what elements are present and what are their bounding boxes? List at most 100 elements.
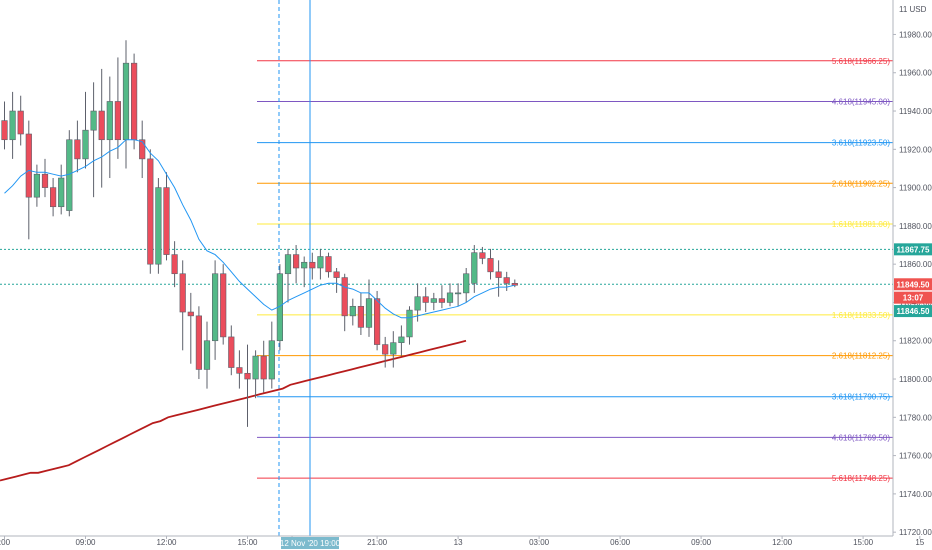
- time-tick-label: 13: [454, 538, 463, 547]
- candle[interactable]: [406, 306, 413, 345]
- fib-label: 2.618(11812.25): [832, 352, 890, 361]
- candle[interactable]: [9, 91, 16, 159]
- fibonacci-levels: 5.618(11966.25) 4.618(11945.00) 3.618(1192…: [257, 57, 893, 483]
- candle[interactable]: [349, 298, 356, 326]
- horizontal-price-lines: [0, 248, 893, 285]
- candle-body: [349, 305, 356, 317]
- candle[interactable]: [292, 245, 300, 284]
- candle[interactable]: [179, 260, 186, 351]
- candle[interactable]: [382, 336, 389, 368]
- candle-body: [398, 336, 405, 343]
- price-tick-label: 11860.00: [899, 260, 932, 269]
- candle[interactable]: [98, 68, 105, 188]
- candle-body: [1, 120, 8, 141]
- candle-body: [284, 254, 292, 275]
- candle[interactable]: [430, 292, 437, 311]
- candle[interactable]: [479, 246, 486, 265]
- candle-body: [422, 296, 429, 303]
- candle[interactable]: [244, 344, 251, 427]
- candle[interactable]: [220, 264, 227, 345]
- candle[interactable]: [414, 283, 421, 322]
- candle[interactable]: [139, 120, 146, 179]
- candle[interactable]: [260, 340, 267, 393]
- candle[interactable]: [147, 149, 154, 274]
- price-tick-label: 11780.00: [899, 413, 932, 422]
- candle-body: [106, 101, 113, 141]
- candle-body: [139, 139, 146, 160]
- price-tag-background: [894, 278, 932, 291]
- candle[interactable]: [317, 248, 324, 280]
- time-axis[interactable]: :0009:0012:0015:001821:001303:0006:0009:…: [0, 535, 925, 549]
- candle[interactable]: [341, 273, 348, 332]
- candle[interactable]: [390, 331, 397, 368]
- candle-body: [74, 139, 81, 160]
- candle-body: [147, 158, 154, 265]
- candle[interactable]: [357, 292, 365, 335]
- candle-body: [252, 355, 259, 380]
- candle[interactable]: [325, 252, 332, 278]
- candle[interactable]: [268, 321, 275, 389]
- price-tick-label: 11820.00: [899, 337, 932, 346]
- candle-body: [25, 133, 32, 198]
- candle[interactable]: [203, 321, 211, 389]
- candle[interactable]: [106, 76, 113, 179]
- candle[interactable]: [438, 285, 446, 309]
- candle[interactable]: [82, 91, 89, 169]
- candle[interactable]: [155, 178, 162, 274]
- candle[interactable]: [212, 260, 219, 360]
- candle[interactable]: [90, 82, 97, 198]
- candle-body: [406, 309, 413, 338]
- candle-body: [373, 298, 381, 345]
- candle[interactable]: [171, 241, 178, 288]
- candle[interactable]: [74, 120, 81, 173]
- candle[interactable]: [422, 287, 429, 313]
- candle[interactable]: [309, 252, 316, 280]
- candle[interactable]: [187, 292, 194, 364]
- time-tick-label: 21:00: [367, 538, 388, 547]
- candle[interactable]: [252, 350, 259, 399]
- candle-body: [203, 340, 211, 370]
- candle-body: [479, 252, 486, 259]
- candle[interactable]: [398, 325, 405, 357]
- ema-long-path: [0, 339, 467, 482]
- candle[interactable]: [49, 178, 57, 217]
- candle[interactable]: [284, 248, 292, 303]
- price-axis[interactable]: 11720.00 11740.00 11760.00 11780.00 11800.00…: [892, 0, 932, 550]
- candle-body: [212, 273, 219, 342]
- candle[interactable]: [487, 248, 494, 280]
- candle[interactable]: [195, 306, 203, 380]
- candle[interactable]: [122, 40, 130, 169]
- candle[interactable]: [131, 53, 138, 150]
- time-tick-label: 12:00: [772, 538, 793, 547]
- candle[interactable]: [333, 268, 340, 293]
- currency-label[interactable]: 11 USD: [899, 5, 927, 14]
- candle[interactable]: [228, 325, 235, 376]
- candle[interactable]: [301, 256, 308, 288]
- candle[interactable]: [503, 271, 510, 291]
- candle[interactable]: [454, 283, 462, 307]
- candle-body: [495, 271, 502, 278]
- candle[interactable]: [365, 279, 373, 337]
- candle-body: [414, 296, 421, 311]
- candle[interactable]: [41, 158, 49, 198]
- candles[interactable]: [1, 40, 518, 427]
- candle[interactable]: [495, 260, 502, 297]
- candle[interactable]: [58, 164, 65, 215]
- candle[interactable]: [463, 268, 470, 303]
- candle[interactable]: [163, 172, 170, 261]
- candle-body: [114, 101, 121, 141]
- time-tick-label: 12:00: [156, 538, 177, 547]
- candle[interactable]: [25, 120, 32, 240]
- candle[interactable]: [114, 57, 121, 159]
- ema-long-line: [0, 339, 467, 482]
- candle[interactable]: [236, 350, 243, 389]
- candle-body: [365, 298, 373, 328]
- candle[interactable]: [471, 245, 478, 293]
- candle-body: [292, 254, 300, 269]
- candle[interactable]: [1, 101, 8, 150]
- candle[interactable]: [446, 283, 454, 307]
- candle[interactable]: [33, 164, 40, 207]
- candle[interactable]: [17, 95, 24, 146]
- candle-body: [487, 258, 494, 273]
